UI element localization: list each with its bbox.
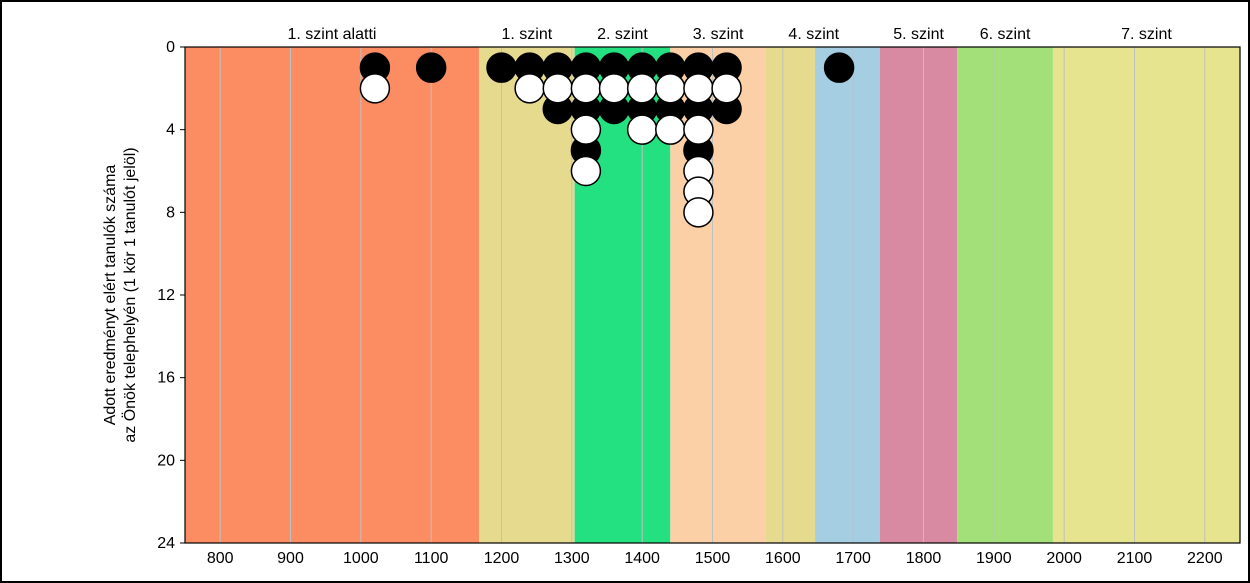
y-tick-label: 20 (157, 452, 175, 469)
y-tick-label: 24 (157, 535, 175, 552)
band-label: 2. szint (597, 26, 648, 43)
x-tick-label: 2100 (1117, 550, 1153, 567)
y-tick-label: 8 (166, 204, 175, 221)
y-tick-labels: 0 4 8 12 16 20 24 (157, 39, 185, 552)
data-point (543, 74, 572, 103)
dotplot-chart: 800 900 1000 1100 1200 1300 1400 1500 1600 1700 18… (2, 2, 1248, 581)
x-tick-label: 1800 (906, 550, 942, 567)
x-tick-label: 1000 (343, 550, 379, 567)
x-tick-label: 800 (207, 550, 234, 567)
data-point (825, 53, 854, 82)
data-point (656, 115, 685, 144)
level-band (880, 47, 957, 543)
data-point (600, 74, 629, 103)
data-point (628, 74, 657, 103)
data-point (684, 115, 713, 144)
y-tick-label: 4 (166, 122, 175, 139)
level-band (815, 47, 880, 543)
x-tick-label: 1900 (976, 550, 1012, 567)
band-label: 4. szint (788, 26, 839, 43)
y-tick-label: 16 (157, 370, 175, 387)
data-point (417, 53, 446, 82)
x-tick-label: 2000 (1046, 550, 1082, 567)
data-point (684, 74, 713, 103)
x-tick-label: 2200 (1187, 550, 1223, 567)
band-label: 1. szint (501, 26, 552, 43)
y-axis-title: Adott eredményt elért tanulók számaaz Ön… (102, 147, 139, 442)
x-tick-label: 1400 (624, 550, 660, 567)
data-point (571, 74, 600, 103)
y-tick-label: 0 (166, 39, 175, 56)
data-point (487, 53, 516, 82)
x-tick-label: 1300 (554, 550, 590, 567)
data-point (628, 115, 657, 144)
x-tick-label: 1500 (695, 550, 731, 567)
x-tick-label: 1200 (484, 550, 520, 567)
data-point (684, 198, 713, 227)
band-label: 6. szint (980, 26, 1031, 43)
x-tick-label: 1100 (414, 550, 449, 567)
band-labels: 1. szint alatti 1. szint 2. szint 3. szint 4… (288, 26, 1173, 43)
x-tick-label: 1600 (765, 550, 801, 567)
data-point (656, 74, 685, 103)
level-band (957, 47, 1053, 543)
y-axis-title-line2: az Önök telephelyén (1 kör 1 tanulót jel… (121, 147, 139, 442)
level-band (1053, 47, 1240, 543)
y-axis-title-line1: Adott eredményt elért tanulók száma (102, 165, 119, 426)
band-label: 5. szint (893, 26, 944, 43)
x-tick-label: 900 (277, 550, 304, 567)
band-label: 3. szint (693, 26, 744, 43)
x-tick-labels: 800 900 1000 1100 1200 1300 1400 1500 1600 1700 18… (207, 550, 1223, 567)
data-point (515, 74, 544, 103)
data-point (571, 115, 600, 144)
data-point (360, 74, 389, 103)
data-point (571, 157, 600, 186)
data-point (712, 74, 741, 103)
level-band (185, 47, 479, 543)
band-label: 1. szint alatti (288, 26, 377, 43)
chart-frame: 800 900 1000 1100 1200 1300 1400 1500 1600 1700 18… (0, 0, 1250, 583)
y-tick-label: 12 (157, 287, 175, 304)
band-label: 7. szint (1121, 26, 1172, 43)
x-tick-label: 1700 (835, 550, 871, 567)
